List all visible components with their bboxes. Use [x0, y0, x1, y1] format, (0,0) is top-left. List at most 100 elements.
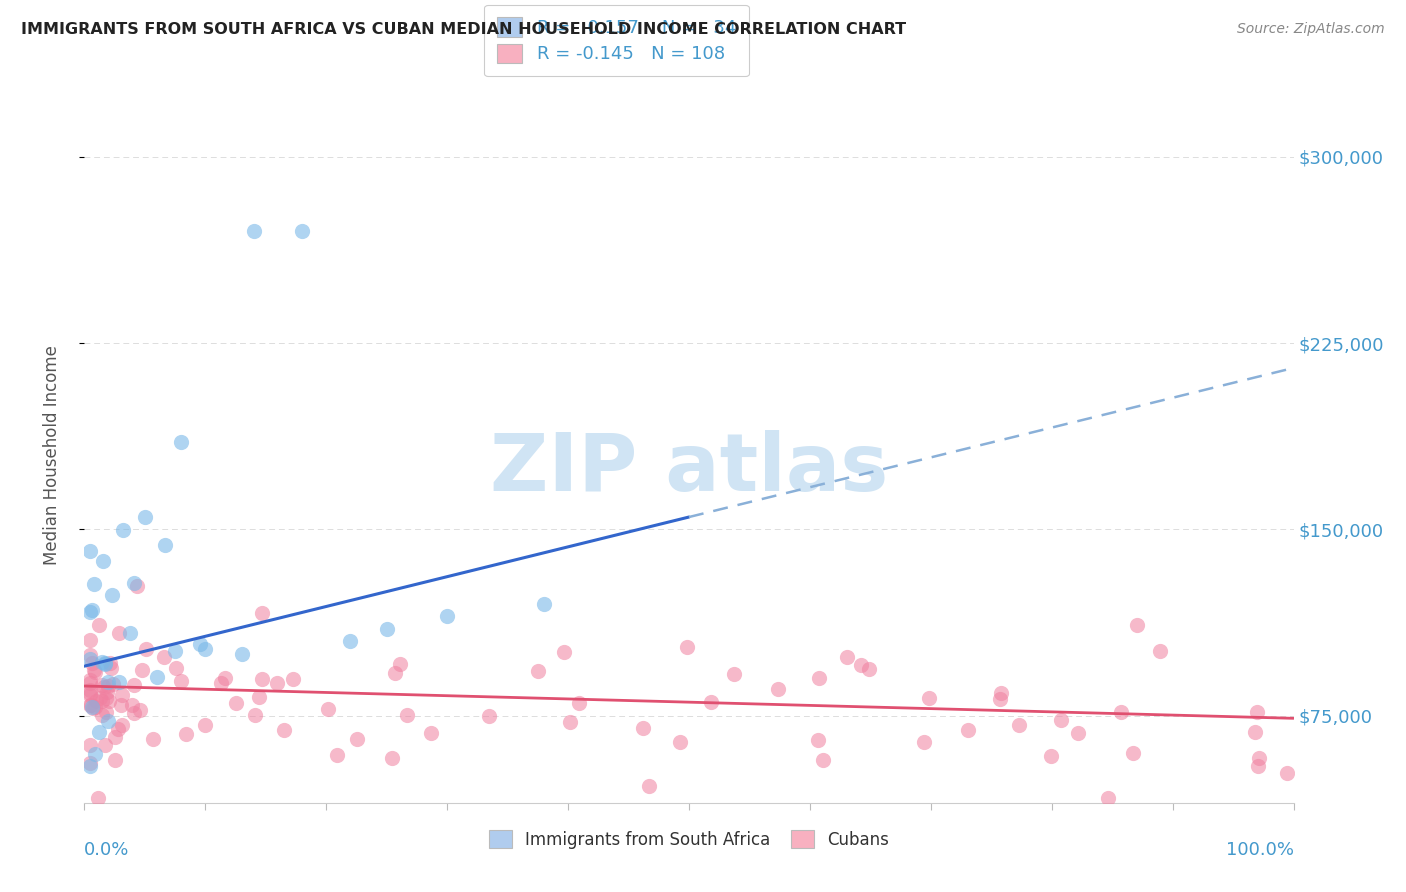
Point [97, 680, 120, 694]
Point [134, 510, 156, 524]
Point [956, 723, 979, 738]
Point [637, 780, 659, 794]
Point [90, 656, 112, 670]
Point [291, 224, 314, 238]
Point [101, 677, 124, 691]
Point [91, 554, 114, 568]
Point [1122, 746, 1144, 760]
Point [1246, 705, 1268, 719]
Point [214, 671, 236, 685]
Point [79, 648, 101, 663]
Text: 100.0%: 100.0% [1226, 841, 1294, 859]
Point [94, 657, 117, 671]
Point [79, 698, 101, 712]
Point [384, 666, 406, 681]
Point [225, 696, 247, 710]
Point [242, 224, 264, 238]
Point [633, 721, 655, 735]
Point [87, 790, 110, 805]
Point [837, 649, 859, 664]
Point [112, 524, 135, 538]
Point [283, 672, 305, 686]
Point [553, 645, 575, 659]
Point [389, 657, 412, 671]
Point [107, 722, 129, 736]
Point [568, 696, 591, 710]
Point [79, 633, 101, 648]
Text: Source: ZipAtlas.com: Source: ZipAtlas.com [1237, 22, 1385, 37]
Point [84, 665, 107, 679]
Point [122, 706, 145, 720]
Point [346, 731, 368, 746]
Point [129, 703, 152, 717]
Point [121, 698, 143, 712]
Point [127, 579, 149, 593]
Point [478, 708, 501, 723]
Text: IMMIGRANTS FROM SOUTH AFRICA VS CUBAN MEDIAN HOUSEHOLD INCOME CORRELATION CHART: IMMIGRANTS FROM SOUTH AFRICA VS CUBAN ME… [21, 22, 907, 37]
Point [988, 692, 1011, 706]
Point [250, 606, 273, 620]
Point [89, 618, 111, 632]
Point [79, 688, 101, 702]
Point [83, 577, 105, 591]
Point [98, 656, 121, 670]
Point [1040, 749, 1063, 764]
Point [100, 661, 122, 675]
Point [849, 658, 872, 673]
Point [247, 690, 270, 704]
Point [79, 605, 101, 619]
Point [131, 663, 153, 677]
Point [245, 708, 267, 723]
Point [83, 663, 105, 677]
Point [1049, 713, 1071, 727]
Point [87, 724, 110, 739]
Point [419, 726, 441, 740]
Point [250, 672, 273, 686]
Point [527, 664, 550, 678]
Point [97, 675, 120, 690]
Point [1247, 758, 1270, 772]
Point [533, 597, 555, 611]
Text: ZIP atlas: ZIP atlas [489, 430, 889, 508]
Point [142, 732, 165, 747]
Point [768, 682, 790, 697]
Point [170, 435, 193, 450]
Point [79, 686, 101, 700]
Point [104, 753, 127, 767]
Point [858, 662, 880, 676]
Point [176, 727, 198, 741]
Point [80, 656, 103, 670]
Point [84, 694, 107, 708]
Point [101, 588, 124, 602]
Point [79, 652, 101, 666]
Point [94, 738, 117, 752]
Point [146, 671, 169, 685]
Point [1126, 618, 1149, 632]
Point [1111, 705, 1133, 719]
Point [98, 694, 121, 708]
Point [97, 714, 120, 728]
Point [111, 688, 134, 702]
Point [79, 676, 101, 690]
Point [209, 676, 232, 690]
Point [339, 634, 361, 648]
Point [170, 673, 193, 688]
Point [82, 701, 104, 715]
Point [80, 700, 103, 714]
Point [375, 622, 398, 636]
Point [135, 641, 157, 656]
Point [165, 661, 187, 675]
Point [90, 694, 112, 708]
Point [325, 747, 347, 762]
Point [700, 695, 723, 709]
Point [79, 738, 101, 752]
Point [811, 753, 834, 767]
Point [558, 715, 581, 730]
Y-axis label: Median Household Income: Median Household Income [42, 345, 60, 565]
Point [381, 750, 404, 764]
Point [194, 641, 217, 656]
Point [436, 609, 458, 624]
Point [990, 686, 1012, 700]
Point [153, 649, 176, 664]
Point [1244, 725, 1267, 739]
